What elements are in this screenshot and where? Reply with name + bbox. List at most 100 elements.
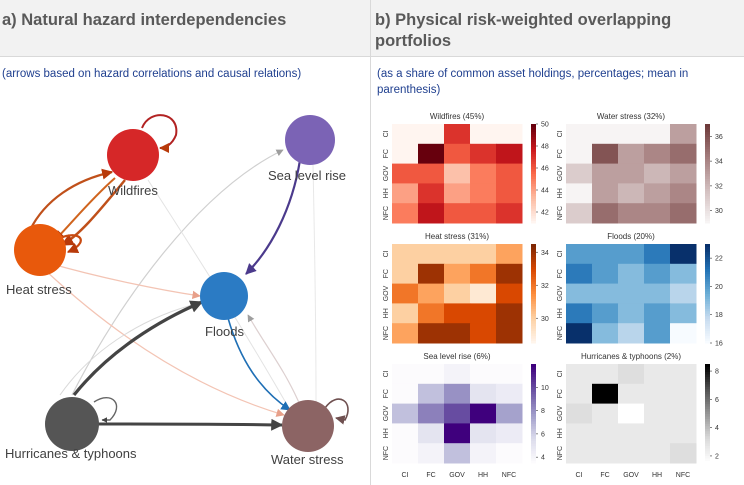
colorbar-segment [531,408,536,412]
heatmap-cell [618,423,645,444]
colorbar-segment [705,376,710,380]
colorbar-segment [531,373,536,377]
heatmap-cell [418,143,445,165]
colorbar-segment [531,300,536,304]
y-tick-label: GOV [557,165,564,181]
colorbar-tick-label: 50 [541,122,549,129]
heatmap-title: Heat stress (31%) [425,232,489,241]
colorbar-segment [531,328,536,332]
heatmap-cell [670,403,697,424]
y-tick-label: CI [383,130,390,137]
y-tick-label: HH [557,188,564,198]
colorbar-segment [705,308,710,312]
hazard-network: Wildfires Sea level rise Heat stress Flo… [5,114,349,467]
colorbar-segment [531,386,536,390]
colorbar-segment [705,281,710,285]
colorbar-segment [705,263,710,267]
y-tick-label: GOV [383,405,390,421]
colorbar-segment [705,183,710,187]
colorbar-segment [705,271,710,275]
colorbar-segment [705,190,710,194]
heatmap-cell [496,244,523,265]
heatmap-cell [618,143,645,165]
colorbar-segment [705,443,710,447]
colorbar-segment [531,411,536,414]
heatmap-cell [644,263,671,285]
right-rule [371,56,744,57]
colorbar-tick-label: 16 [715,341,723,348]
heatmap-cell [592,443,619,464]
colorbar-segment [705,195,710,199]
colorbar-segment [705,418,710,422]
heatmap-cell [566,423,593,444]
colorbar-segment [531,455,536,459]
colorbar-segment [705,313,710,317]
node-heat-stress [14,224,66,276]
colorbar-segment [705,330,710,334]
colorbar-segment [705,151,710,155]
y-tick-label: GOV [383,165,390,181]
edge-heat-wildfires [29,168,114,231]
colorbar-segment [531,320,536,324]
y-tick-label: GOV [557,285,564,301]
label-floods: Floods [205,324,245,339]
colorbar-segment [705,261,710,265]
colorbar-segment [705,188,710,192]
colorbar-segment [705,278,710,282]
colorbar-segment [705,428,710,432]
colorbar-segment [531,420,536,424]
y-tick-label: CI [383,250,390,257]
y-tick-label: HH [383,428,390,438]
colorbar-segment [705,215,710,219]
heatmap-cell [392,163,419,184]
heatmap-cell [496,323,523,344]
colorbar-segment [531,371,536,375]
heatmap-cell [444,183,471,204]
colorbar-segment [705,273,710,277]
colorbar-segment [705,128,710,132]
x-tick-label: GOV [449,472,465,479]
heatmap-cell [566,383,593,405]
edge-water-self-loop [324,398,349,425]
colorbar-segment [705,136,710,140]
colorbar-segment [531,460,536,464]
colorbar-segment [531,323,536,327]
colorbar-segment [705,403,710,407]
heatmap-cell [592,323,619,344]
colorbar-segment [531,180,536,184]
heatmap-cell [470,244,497,265]
colorbar-segment [705,193,710,197]
colorbar-segment [531,188,536,192]
colorbar-segment [705,168,710,172]
y-tick-label: NFC [557,206,564,220]
y-tick-label: NFC [383,206,390,220]
x-tick-label: CI [402,472,409,479]
y-tick-label: NFC [557,446,564,460]
colorbar-segment [531,340,536,344]
colorbar-segment [705,256,710,260]
heatmap-cell [496,364,523,385]
colorbar-tick-label: 36 [715,134,723,141]
heatmap-cell [418,263,445,285]
colorbar-segment [531,318,536,322]
colorbar-segment [531,161,536,165]
colorbar-segment [531,276,536,280]
right-header-band [371,0,744,56]
colorbar-segment [531,185,536,189]
colorbar-segment [531,205,536,209]
colorbar-segment [705,203,710,207]
colorbar-segment [705,148,710,152]
heatmap-cell [670,163,697,184]
colorbar-segment [705,413,710,417]
colorbar-segment [705,143,710,147]
heatmap-cell [470,323,497,344]
colorbar-segment [705,393,710,397]
colorbar-segment [531,210,536,214]
heatmap-cell [644,443,671,464]
edge-water-floods [247,314,301,406]
heatmap-cell [670,143,697,165]
x-tick-label: NFC [676,472,690,479]
heatmap-cell [470,364,497,385]
colorbar-segment [705,268,710,272]
